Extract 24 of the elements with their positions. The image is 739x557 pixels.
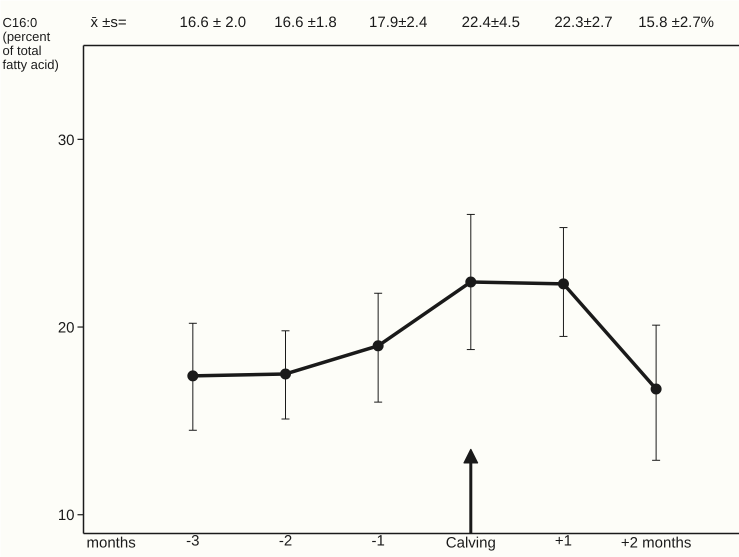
point [465, 276, 476, 288]
x-tick-label: -3 [186, 532, 200, 550]
text: 22.3±2.7 [554, 14, 613, 31]
x-axis-title: months [86, 534, 136, 552]
text: 17.9±2.4 [369, 14, 428, 31]
text: 16.6 ±1.8 [274, 14, 337, 31]
point [372, 340, 384, 352]
x-tick-label: Calving [446, 534, 496, 552]
x-tick-label: +1 [554, 532, 572, 550]
x-tick-label: -1 [371, 532, 385, 550]
point [650, 383, 662, 394]
y-tick-label: 10 [58, 507, 75, 524]
y-axis-title: C16:0 (percent of total fatty acid) [2, 15, 59, 72]
text: 16.6 ± 2.0 [180, 14, 246, 31]
point [558, 278, 569, 290]
point [187, 370, 198, 382]
y-tick-label: 20 [58, 320, 75, 337]
text: 15.8 ±2.7% [638, 14, 714, 31]
text: 22.4±4.5 [462, 14, 520, 31]
point [280, 368, 291, 380]
y-tick-label: 30 [58, 132, 75, 149]
text: x̄ ±s= [90, 14, 127, 31]
x-tick-label: -2 [278, 532, 292, 550]
x-tick-label: +2 months [620, 534, 692, 552]
